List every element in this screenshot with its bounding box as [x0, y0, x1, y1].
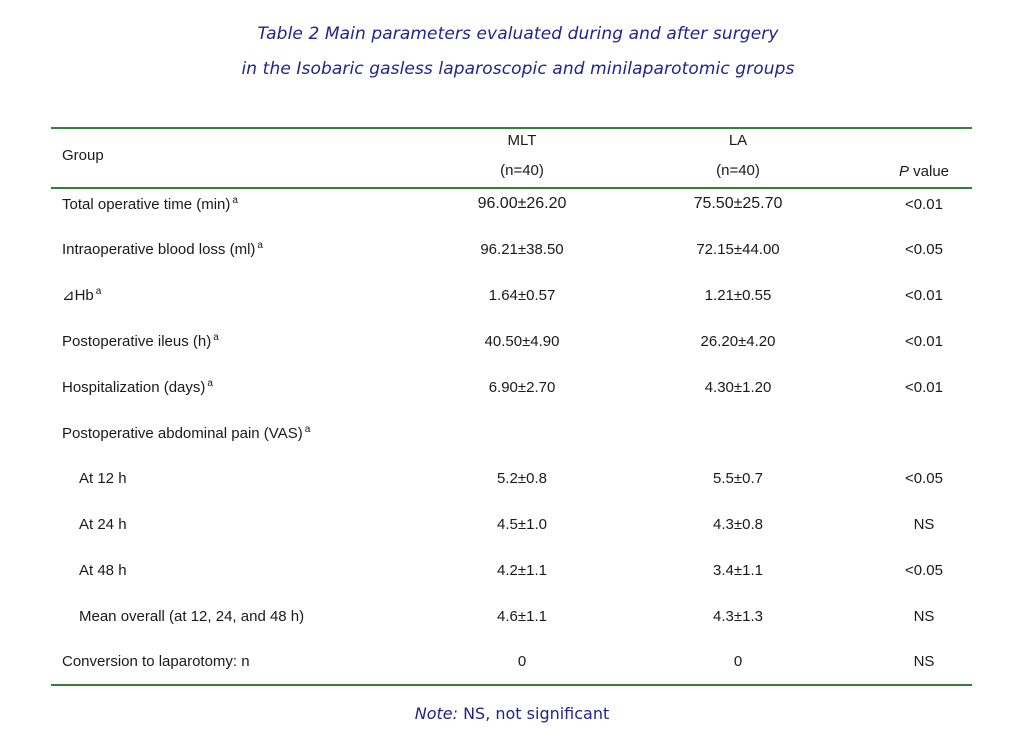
table-caption-line-1: Table 2 Main parameters evaluated during… — [257, 24, 779, 44]
footnote-marker: a — [232, 195, 238, 206]
footnote-marker: a — [213, 332, 219, 343]
table-caption-line-2: in the Isobaric gasless laparoscopic and… — [241, 59, 795, 79]
header-p-rest: value — [908, 163, 950, 180]
header-mlt: MLT — [507, 132, 537, 149]
row-la-value: 4.3±0.8 — [713, 516, 763, 533]
footnote-marker: a — [207, 378, 213, 389]
row-label: Hospitalization (days) a — [62, 378, 213, 397]
header-la-n: (n=40) — [716, 162, 760, 179]
header-p-value: P value — [874, 163, 974, 181]
row-mlt-value: 6.90±2.70 — [488, 379, 556, 396]
row-p-value: <0.05 — [905, 470, 943, 487]
table-top-rule — [51, 127, 972, 129]
row-mlt-value: 4.5±1.0 — [497, 516, 547, 533]
footnote-marker: a — [304, 424, 311, 435]
row-mlt-value: 4.6±1.1 — [497, 608, 547, 625]
row-mlt-value: 40.50±4.90 — [484, 333, 560, 350]
row-la-value: 4.30±1.20 — [704, 379, 772, 396]
row-la-value: 75.50±25.70 — [693, 195, 783, 212]
row-label: At 48 h — [79, 562, 127, 579]
note-text: NS, not significant — [457, 704, 610, 723]
row-la-value: 3.4±1.1 — [713, 562, 763, 579]
row-la-value: 72.15±44.00 — [696, 241, 780, 258]
row-label: Total operative time (min) a — [62, 195, 238, 214]
row-p-value: NS — [913, 653, 935, 670]
row-p-value: <0.05 — [905, 562, 943, 579]
row-la-value: 1.21±0.55 — [704, 287, 772, 304]
row-mlt-value: 5.2±0.8 — [497, 470, 547, 487]
row-la-value: 0 — [733, 653, 743, 670]
header-p-italic: P — [898, 163, 909, 180]
header-mlt-n: (n=40) — [500, 162, 544, 179]
footnote-marker: a — [95, 286, 102, 297]
row-label: Intraoperative blood loss (ml) a — [62, 240, 263, 259]
row-la-value: 5.5±0.7 — [713, 470, 763, 487]
table-bottom-rule — [51, 684, 972, 686]
row-mlt-value: 96.00±26.20 — [477, 195, 567, 212]
row-mlt-value: 0 — [517, 653, 527, 670]
row-la-value: 26.20±4.20 — [700, 333, 776, 350]
row-mlt-value: 1.64±0.57 — [488, 287, 556, 304]
row-mlt-value: 96.21±38.50 — [480, 241, 564, 258]
table-header-rule — [51, 187, 972, 189]
row-p-value: <0.01 — [905, 333, 943, 350]
row-label: ⊿Hb a — [62, 286, 102, 305]
row-label: Conversion to laparotomy: n — [62, 653, 250, 670]
row-label: Postoperative abdominal pain (VAS) a — [62, 424, 311, 443]
footnote-marker: a — [257, 240, 263, 251]
header-group: Group — [62, 147, 104, 164]
row-mlt-value: 4.2±1.1 — [497, 562, 547, 579]
row-label: At 24 h — [79, 516, 127, 533]
header-la: LA — [728, 132, 748, 149]
row-label: Mean overall (at 12, 24, and 48 h) — [79, 608, 305, 625]
row-p-value: <0.01 — [905, 196, 943, 213]
row-p-value: <0.05 — [905, 241, 943, 258]
row-la-value: 4.3±1.3 — [713, 608, 763, 625]
row-label: Postoperative ileus (h) a — [62, 332, 219, 351]
row-label: At 12 h — [79, 470, 127, 487]
row-p-value: <0.01 — [905, 379, 943, 396]
row-p-value: <0.01 — [905, 287, 943, 304]
table-note: Note: NS, not significant — [0, 704, 1024, 723]
note-lead: Note: — [414, 704, 458, 723]
row-p-value: NS — [913, 516, 935, 533]
row-p-value: NS — [913, 608, 935, 625]
